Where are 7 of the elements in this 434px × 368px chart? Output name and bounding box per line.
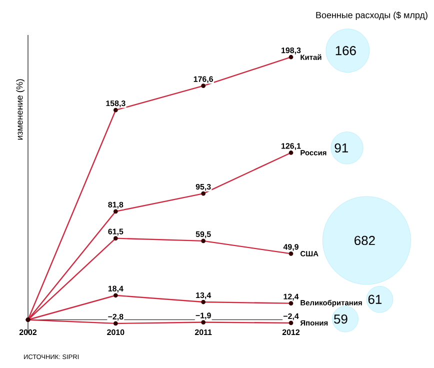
text: 682 (354, 236, 375, 246)
text: Военные расходы ($ млрд) (316, 12, 428, 20)
text: 61 (368, 294, 382, 304)
text: 91 (334, 143, 348, 153)
text: 59 (334, 314, 348, 324)
y-axis-title: изменение (%) (16, 79, 24, 140)
text: 166 (336, 46, 356, 56)
